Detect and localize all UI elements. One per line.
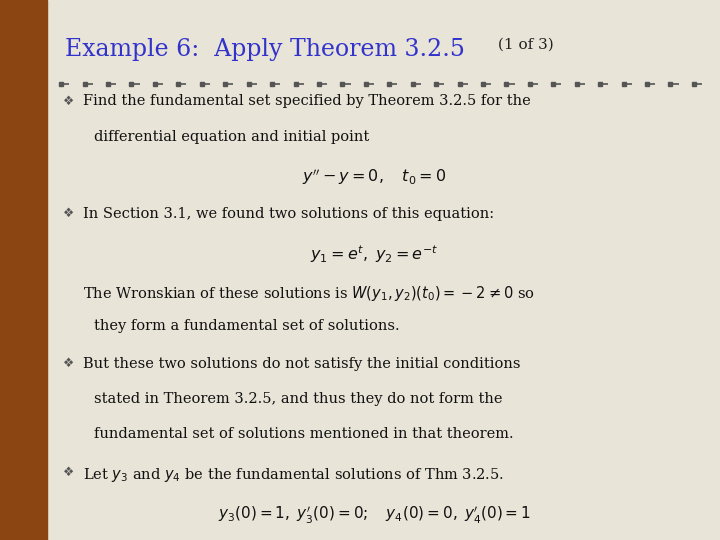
Text: But these two solutions do not satisfy the initial conditions: But these two solutions do not satisfy t… — [83, 357, 521, 371]
Text: $y_3(0) = 1, \; y_3'(0) = 0; \quad y_4(0) = 0, \; y_4'(0) = 1$: $y_3(0) = 1, \; y_3'(0) = 0; \quad y_4(0… — [218, 505, 531, 526]
Text: $y_1 = e^t, \; y_2 = e^{-t}$: $y_1 = e^t, \; y_2 = e^{-t}$ — [310, 244, 438, 265]
Text: ❖: ❖ — [63, 207, 74, 220]
Text: In Section 3.1, we found two solutions of this equation:: In Section 3.1, we found two solutions o… — [83, 207, 494, 221]
Text: stated in Theorem 3.2.5, and thus they do not form the: stated in Theorem 3.2.5, and thus they d… — [94, 392, 502, 406]
Text: differential equation and initial point: differential equation and initial point — [94, 130, 369, 144]
Text: ❖: ❖ — [63, 94, 74, 107]
Text: $y'' - y = 0, \quad t_0 = 0$: $y'' - y = 0, \quad t_0 = 0$ — [302, 166, 446, 187]
Text: The Wronskian of these solutions is $W(y_1, y_2)(t_0) = -2 \neq 0$ so: The Wronskian of these solutions is $W(y… — [83, 284, 535, 303]
Text: they form a fundamental set of solutions.: they form a fundamental set of solutions… — [94, 319, 399, 333]
Bar — [0, 0, 47, 540]
Text: Example 6:  Apply Theorem 3.2.5: Example 6: Apply Theorem 3.2.5 — [65, 38, 464, 61]
Text: fundamental set of solutions mentioned in that theorem.: fundamental set of solutions mentioned i… — [94, 427, 513, 441]
Text: ❖: ❖ — [63, 357, 74, 370]
Text: (1 of 3): (1 of 3) — [493, 38, 554, 52]
Text: ❖: ❖ — [63, 466, 74, 479]
Text: Let $y_3$ and $y_4$ be the fundamental solutions of Thm 3.2.5.: Let $y_3$ and $y_4$ be the fundamental s… — [83, 466, 504, 484]
Text: Find the fundamental set specified by Theorem 3.2.5 for the: Find the fundamental set specified by Th… — [83, 94, 531, 109]
